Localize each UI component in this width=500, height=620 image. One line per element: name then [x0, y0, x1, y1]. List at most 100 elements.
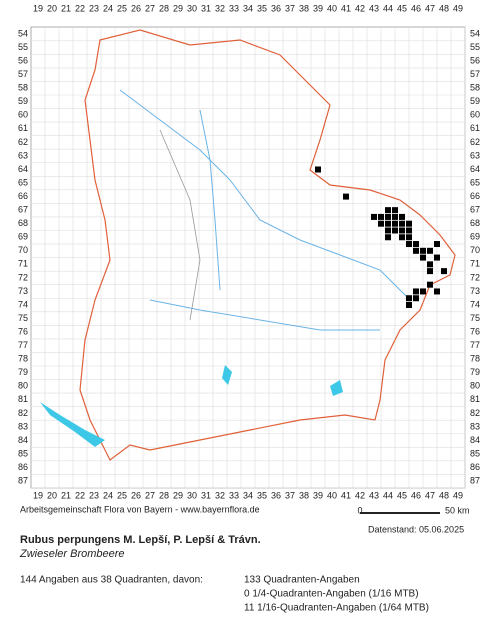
row-label: 77: [470, 340, 480, 350]
occurrence: [427, 268, 433, 275]
row-label: 82: [18, 408, 28, 418]
occurrence: [420, 247, 426, 254]
column-label: 38: [299, 3, 309, 13]
subtitle: Zwieseler Brombeere: [19, 548, 125, 560]
row-label: 72: [470, 272, 480, 282]
row-label: 59: [18, 96, 28, 106]
row-label: 81: [18, 394, 28, 404]
column-label: 28: [159, 490, 169, 500]
column-label: 42: [355, 3, 365, 13]
column-label: 30: [187, 490, 197, 500]
occurrence: [343, 193, 349, 200]
occurrence: [413, 295, 419, 302]
column-label: 38: [299, 490, 309, 500]
row-label: 84: [18, 435, 28, 445]
title: Rubus perpungens M. Lepší, P. Lepší & Tr…: [20, 534, 261, 546]
column-label: 26: [131, 3, 141, 13]
occurrence: [406, 241, 412, 248]
row-label: 63: [18, 150, 28, 160]
row-label: 84: [470, 435, 480, 445]
row-label: 65: [18, 177, 28, 187]
occurrence: [392, 207, 398, 214]
lake: [40, 402, 105, 447]
scale-end: 50 km: [445, 505, 470, 515]
column-label: 49: [453, 3, 463, 13]
column-label: 19: [33, 3, 43, 13]
row-label: 61: [18, 123, 28, 133]
occurrence: [315, 166, 321, 173]
column-label: 37: [285, 490, 295, 500]
row-label: 74: [470, 299, 480, 309]
row-label: 87: [470, 476, 480, 486]
column-label: 34: [243, 3, 253, 13]
row-label: 61: [470, 123, 480, 133]
lake: [330, 380, 343, 396]
occurrence: [399, 234, 405, 241]
column-label: 45: [397, 3, 407, 13]
lake: [222, 365, 232, 385]
occurrence: [392, 227, 398, 234]
occurrence: [378, 213, 384, 220]
row-label: 82: [470, 408, 480, 418]
row-label: 69: [470, 232, 480, 242]
column-label: 30: [187, 3, 197, 13]
column-label: 22: [75, 490, 85, 500]
district-border: [159, 129, 201, 321]
row-label: 77: [18, 340, 28, 350]
row-label: 85: [470, 448, 480, 458]
row-label: 75: [18, 313, 28, 323]
row-label: 72: [18, 272, 28, 282]
detail: 133 Quadranten-Angaben: [244, 575, 360, 586]
column-label: 28: [159, 3, 169, 13]
column-label: 45: [397, 490, 407, 500]
row-label: 66: [470, 191, 480, 201]
occurrence: [406, 295, 412, 302]
row-label: 70: [18, 245, 28, 255]
column-label: 31: [201, 3, 211, 13]
column-label: 31: [201, 490, 211, 500]
column-label: 39: [313, 3, 323, 13]
column-label: 24: [103, 490, 113, 500]
column-label: 33: [229, 490, 239, 500]
row-label: 83: [18, 421, 28, 431]
occurrence: [406, 227, 412, 234]
row-label: 71: [18, 259, 28, 269]
occurrence: [406, 302, 412, 308]
row-label: 56: [18, 55, 28, 65]
column-label: 49: [453, 490, 463, 500]
row-label: 58: [470, 83, 480, 93]
column-label: 22: [75, 3, 85, 13]
row-label: 81: [470, 394, 480, 404]
row-label: 80: [18, 381, 28, 391]
row-label: 56: [470, 55, 480, 65]
column-label: 21: [61, 490, 71, 500]
row-label: 67: [470, 205, 480, 215]
column-label: 29: [173, 490, 183, 500]
column-label: 47: [425, 490, 435, 500]
row-label: 60: [470, 110, 480, 120]
row-label: 57: [470, 69, 480, 79]
occurrence: [385, 213, 391, 220]
river: [119, 89, 411, 301]
row-label: 54: [470, 28, 480, 38]
occurrence: [420, 288, 426, 295]
occurrence: [427, 247, 433, 254]
column-label: 23: [89, 3, 99, 13]
row-label: 86: [18, 462, 28, 472]
column-label: 19: [33, 490, 43, 500]
column-label: 42: [355, 490, 365, 500]
row-label: 78: [18, 354, 28, 364]
row-label: 69: [18, 232, 28, 242]
row-label: 68: [18, 218, 28, 228]
row-label: 78: [470, 354, 480, 364]
row-label: 86: [470, 462, 480, 472]
column-label: 26: [131, 490, 141, 500]
column-label: 48: [439, 3, 449, 13]
row-label: 57: [18, 69, 28, 79]
column-label: 35: [257, 3, 267, 13]
occurrence: [434, 288, 440, 295]
row-label: 64: [470, 164, 480, 174]
occurrence: [427, 261, 433, 268]
occurrence: [392, 220, 398, 227]
